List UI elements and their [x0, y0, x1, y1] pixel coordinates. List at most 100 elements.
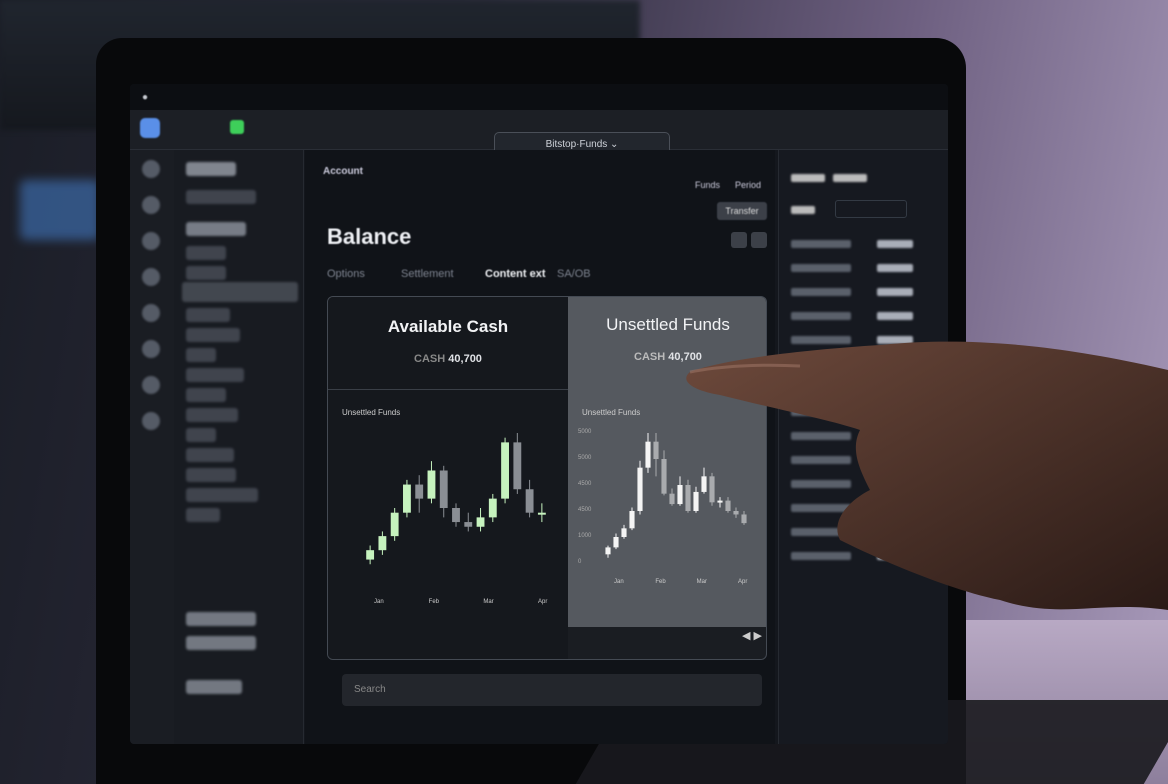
print-icon[interactable] — [751, 232, 767, 248]
favicon-icon — [230, 120, 244, 134]
panel-row-value — [877, 312, 913, 320]
icon-rail — [130, 150, 174, 744]
document-icon[interactable] — [142, 232, 160, 250]
page-title: Balance — [327, 224, 412, 249]
panel-row-label[interactable] — [791, 552, 851, 560]
address-text: Bitstop·Funds — [545, 139, 608, 150]
candle-body — [693, 491, 699, 511]
home-icon[interactable] — [142, 160, 160, 178]
panel-row-label[interactable] — [791, 288, 851, 296]
sidebar-item[interactable] — [186, 508, 220, 522]
breadcrumb[interactable]: Account — [323, 166, 363, 177]
candle-body — [717, 500, 723, 503]
panel-row-label[interactable] — [791, 312, 851, 320]
y-tick-label: 1000 — [578, 533, 592, 539]
panel-row-label[interactable] — [791, 432, 851, 440]
sidebar-item-selected[interactable] — [182, 282, 298, 302]
currency-label: CASH — [634, 351, 666, 363]
panel-row-label[interactable] — [791, 456, 851, 464]
sidebar-item[interactable] — [186, 428, 216, 442]
candle-body — [621, 528, 627, 537]
apple-icon: ● — [142, 92, 149, 103]
available-cash-value: 40,700 — [448, 353, 482, 365]
sidebar-item[interactable] — [186, 246, 226, 260]
period-filter[interactable]: Period — [735, 180, 762, 190]
sidebar-item[interactable] — [186, 448, 234, 462]
transfer-button[interactable]: Transfer — [717, 202, 767, 220]
candle-body — [701, 476, 707, 492]
tab-saob[interactable]: SA/OB — [557, 268, 591, 280]
panel-tab[interactable] — [791, 174, 825, 182]
candle-body — [415, 484, 424, 499]
panel-row-value — [877, 240, 913, 248]
sidebar-item[interactable] — [186, 368, 244, 382]
unsettled-candlestick-chart: Unsettled Funds 0 1000 4500 4500 5000 5000 Jan F… — [578, 408, 747, 585]
x-tick-label: Mar — [483, 599, 493, 605]
candle-body — [645, 441, 651, 468]
y-tick-label: 4500 — [578, 507, 592, 513]
panel-row-label[interactable] — [791, 336, 851, 344]
candle-body — [476, 517, 485, 527]
sidebar-item[interactable] — [186, 348, 216, 362]
funds-filter[interactable]: Funds — [695, 180, 721, 190]
x-tick-label: Apr — [538, 599, 547, 605]
chart-title: Unsettled Funds — [582, 408, 640, 417]
panel-row-value — [877, 288, 913, 296]
sidebar-item[interactable] — [186, 636, 256, 650]
tab-content[interactable]: Content ext — [485, 268, 546, 280]
panel-row-label[interactable] — [791, 240, 851, 248]
candle-body — [669, 493, 675, 505]
settings-icon[interactable] — [142, 268, 160, 286]
x-tick-label: Mar — [697, 579, 707, 585]
candle-body — [653, 441, 659, 459]
sidebar-item[interactable] — [186, 468, 236, 482]
trash-icon[interactable] — [142, 304, 160, 322]
sidebar-item[interactable] — [186, 388, 226, 402]
search-input[interactable] — [186, 190, 256, 204]
sidebar-item[interactable] — [186, 680, 242, 694]
folder-icon[interactable] — [142, 340, 160, 358]
panel-row-label[interactable] — [791, 480, 851, 488]
x-tick-label: Jan — [374, 599, 384, 605]
sidebar-item[interactable] — [186, 408, 238, 422]
x-tick-label: Jan — [614, 579, 624, 585]
clock-icon[interactable] — [142, 376, 160, 394]
panel-row-label[interactable] — [791, 264, 851, 272]
candle-body — [378, 536, 387, 551]
panel-tab[interactable] — [833, 174, 867, 182]
sidebar-item[interactable] — [186, 266, 226, 280]
sidebar-item[interactable] — [186, 328, 240, 342]
sidebar — [174, 150, 304, 744]
candle-body — [464, 522, 473, 527]
candle-body — [366, 550, 375, 560]
sidebar-section[interactable] — [186, 222, 246, 236]
x-tick-label: Apr — [738, 579, 747, 585]
sidebar-item[interactable] — [186, 308, 230, 322]
currency-label: CASH — [414, 353, 446, 365]
x-tick-label: Feb — [429, 599, 440, 605]
sidebar-item[interactable] — [186, 612, 256, 626]
y-tick-label: 0 — [578, 559, 582, 565]
x-tick-label: Feb — [655, 579, 666, 585]
candle-body — [733, 511, 739, 515]
available-candlestick-chart: Unsettled Funds Jan Feb Mar Apr — [342, 408, 547, 605]
export-icon[interactable] — [731, 232, 747, 248]
bottom-search[interactable]: Search — [342, 674, 762, 706]
sidebar-item[interactable] — [186, 488, 258, 502]
grid-icon[interactable] — [142, 412, 160, 430]
panel-dropdown[interactable] — [835, 200, 907, 218]
background-blur — [20, 180, 100, 240]
candle-body — [629, 511, 635, 529]
panel-row-value — [877, 264, 913, 272]
candle-body — [427, 470, 436, 499]
panel-row-label[interactable] — [791, 504, 851, 512]
panel-label — [791, 206, 815, 214]
pager-arrows[interactable]: ◀ ▶ — [742, 630, 762, 642]
panel-row-value — [877, 336, 913, 344]
tab-options[interactable]: Options — [327, 268, 365, 280]
panel-row-label[interactable] — [791, 528, 851, 536]
user-icon[interactable] — [142, 196, 160, 214]
tab-settlement[interactable]: Settlement — [401, 268, 454, 280]
y-tick-label: 5000 — [578, 429, 592, 435]
